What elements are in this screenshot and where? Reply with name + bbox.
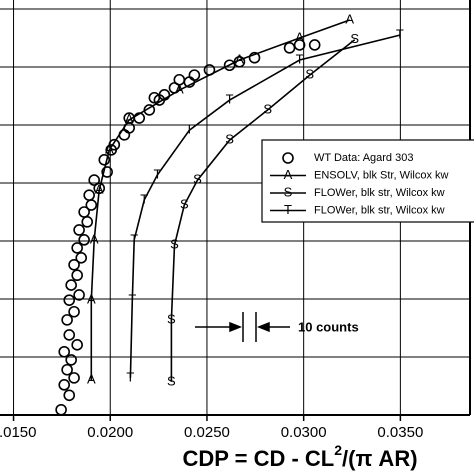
legend-box — [261, 139, 474, 223]
legend-label: ENSOLV, blk Str, Wilcox kw — [314, 169, 449, 181]
data-point: A — [295, 29, 304, 44]
data-point: T — [296, 51, 304, 66]
legend-symbol — [282, 152, 294, 164]
series-line — [90, 19, 350, 381]
data-point — [68, 305, 80, 318]
data-point — [61, 314, 73, 326]
data-point: T — [226, 91, 234, 106]
data-point — [73, 289, 85, 301]
grid: 0.0150 0.0200 0.0250 0.0300 0.0350 — [0, 0, 471, 441]
data-point — [293, 39, 306, 51]
data-point: T — [128, 292, 136, 307]
legend-label: WT Data: Agard 303 — [314, 152, 413, 164]
x-label-sup: 2 — [334, 442, 342, 458]
data-point: A — [87, 292, 96, 307]
data-point: S — [263, 101, 272, 116]
data-point — [55, 403, 67, 416]
data-point — [173, 73, 186, 86]
data-point: A — [125, 111, 134, 126]
data-point — [58, 379, 71, 391]
data-point — [68, 258, 80, 271]
data-point: A — [90, 231, 99, 246]
data-point: A — [235, 51, 244, 66]
dimension-annotation — [195, 312, 290, 342]
data-point — [308, 39, 321, 51]
x-label-part: /(π AR) — [342, 446, 418, 471]
data-point: S — [305, 67, 314, 82]
data-point — [73, 224, 85, 236]
x-tick-label: 0.0150 — [0, 424, 36, 441]
data-point — [83, 189, 95, 201]
legend-label: FLOWer, blk str, Wilcox kw — [314, 204, 445, 216]
data-point: T — [130, 231, 138, 246]
data-point — [143, 104, 156, 116]
data-point — [71, 339, 83, 351]
x-label-part: CDP = CD - CL — [182, 446, 334, 471]
data-point: T — [140, 191, 148, 206]
data-point — [123, 112, 136, 124]
legend-symbol: A — [284, 167, 293, 182]
data-point — [223, 59, 236, 72]
annotation-arrow — [229, 321, 243, 333]
data-point: S — [225, 132, 234, 147]
data-point — [63, 294, 76, 306]
legend-symbol: T — [284, 202, 292, 217]
data-point: S — [193, 172, 202, 187]
data-point: T — [396, 27, 404, 42]
data-point: A — [87, 372, 96, 387]
data-point — [61, 363, 73, 376]
data-point: A — [105, 141, 114, 156]
data-point — [68, 372, 80, 384]
data-point: A — [345, 11, 354, 26]
data-point: T — [126, 369, 134, 384]
data-point — [101, 166, 113, 178]
data-point: T — [153, 166, 161, 181]
data-point: S — [167, 373, 176, 388]
annotation: 10 counts — [298, 319, 359, 334]
data-point: A — [175, 82, 184, 97]
data-point: S — [180, 196, 189, 211]
series-line — [170, 39, 356, 382]
data-point — [65, 279, 77, 291]
x-tick-label: 0.0250 — [184, 424, 230, 441]
legend-symbol: S — [284, 184, 293, 199]
x-axis-label: CDP = CD - CL2/(π AR) — [182, 442, 417, 471]
series-line — [129, 34, 400, 378]
data-point — [283, 42, 296, 54]
data-point — [75, 252, 88, 264]
data-point: T — [185, 122, 193, 137]
data-point — [188, 69, 201, 81]
data-point: A — [95, 181, 104, 196]
series — [55, 39, 321, 416]
data-point: S — [170, 236, 179, 251]
data-point — [78, 234, 90, 246]
data-point — [58, 345, 71, 358]
legend-label: FLOWer, blk str, Wilcox kw — [314, 187, 445, 199]
x-tick-label: 0.0200 — [87, 424, 133, 441]
data-point — [148, 91, 161, 104]
data-point — [88, 174, 100, 186]
x-tick-label: 0.0350 — [377, 424, 423, 441]
data-point — [98, 154, 111, 166]
data-point — [63, 329, 76, 341]
x-tick-label: 0.0300 — [281, 424, 327, 441]
data-point — [71, 269, 83, 282]
data-point — [248, 51, 261, 64]
legend: WT Data: Agard 303 A ENSOLV, blk Str, Wilc… — [261, 139, 474, 223]
data-point — [65, 354, 77, 366]
data-point — [108, 138, 121, 151]
data-point: S — [167, 311, 176, 326]
data-point — [71, 242, 83, 254]
data-point — [78, 206, 90, 218]
data-point — [63, 389, 76, 402]
data-point: S — [350, 31, 359, 46]
